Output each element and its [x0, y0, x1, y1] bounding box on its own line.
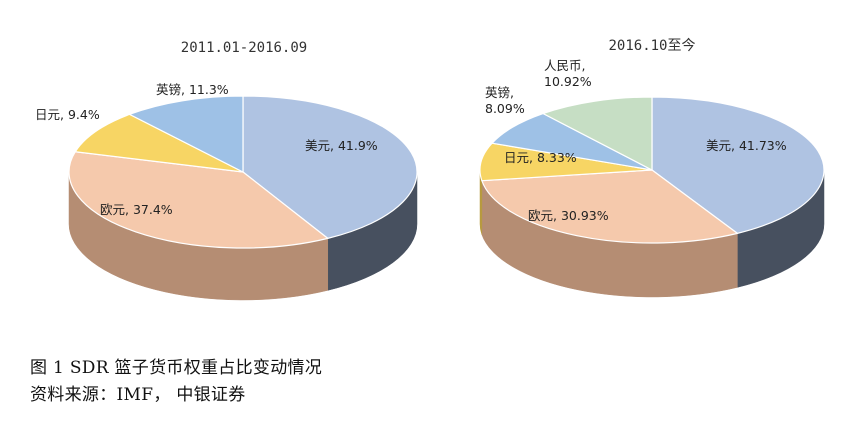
pie-side-walls [479, 169, 825, 298]
source-note: 资料来源：IMF， 中银证券 [30, 385, 246, 405]
sdr-pie-charts: 2011.01-2016.09 美元, 41.9% 欧元, 37.4% 日元, 9.4… [35, 38, 825, 301]
slice-label-gbp: 英镑, 8.09% [485, 85, 525, 116]
pie-slice-jpy [74, 113, 244, 173]
pie-slice-usd [651, 96, 825, 234]
figure-caption: 图 1 SDR 篮子货币权重占比变动情况 [30, 358, 323, 378]
slice-label-usd: 美元, 41.9% [305, 138, 378, 153]
pie-slice-gbp [128, 95, 244, 173]
slice-label-jpy: 日元, 9.4% [35, 107, 100, 122]
slice-label-gbp: 英镑, 11.3% [156, 82, 229, 97]
slice-label-cny: 人民币, 10.92% [544, 58, 592, 89]
slice-label-eur: 欧元, 30.93% [528, 208, 609, 223]
pie-slice-jpy [479, 142, 653, 182]
chart-title: 2016.10至今 [608, 38, 695, 54]
chart-title: 2011.01-2016.09 [181, 40, 307, 56]
pie-slice-cny [542, 96, 653, 171]
slice-label-jpy: 日元, 8.33% [504, 150, 577, 165]
pie-chart-2011-2016: 2011.01-2016.09 美元, 41.9% 欧元, 37.4% 日元, 9.4… [35, 40, 418, 301]
slice-label-eur: 欧元, 37.4% [100, 202, 173, 217]
pie-slice-eur [481, 169, 739, 244]
pie-slice-usd [242, 95, 418, 239]
pie-slice-eur [68, 151, 329, 249]
slice-label-usd: 美元, 41.73% [706, 138, 787, 153]
